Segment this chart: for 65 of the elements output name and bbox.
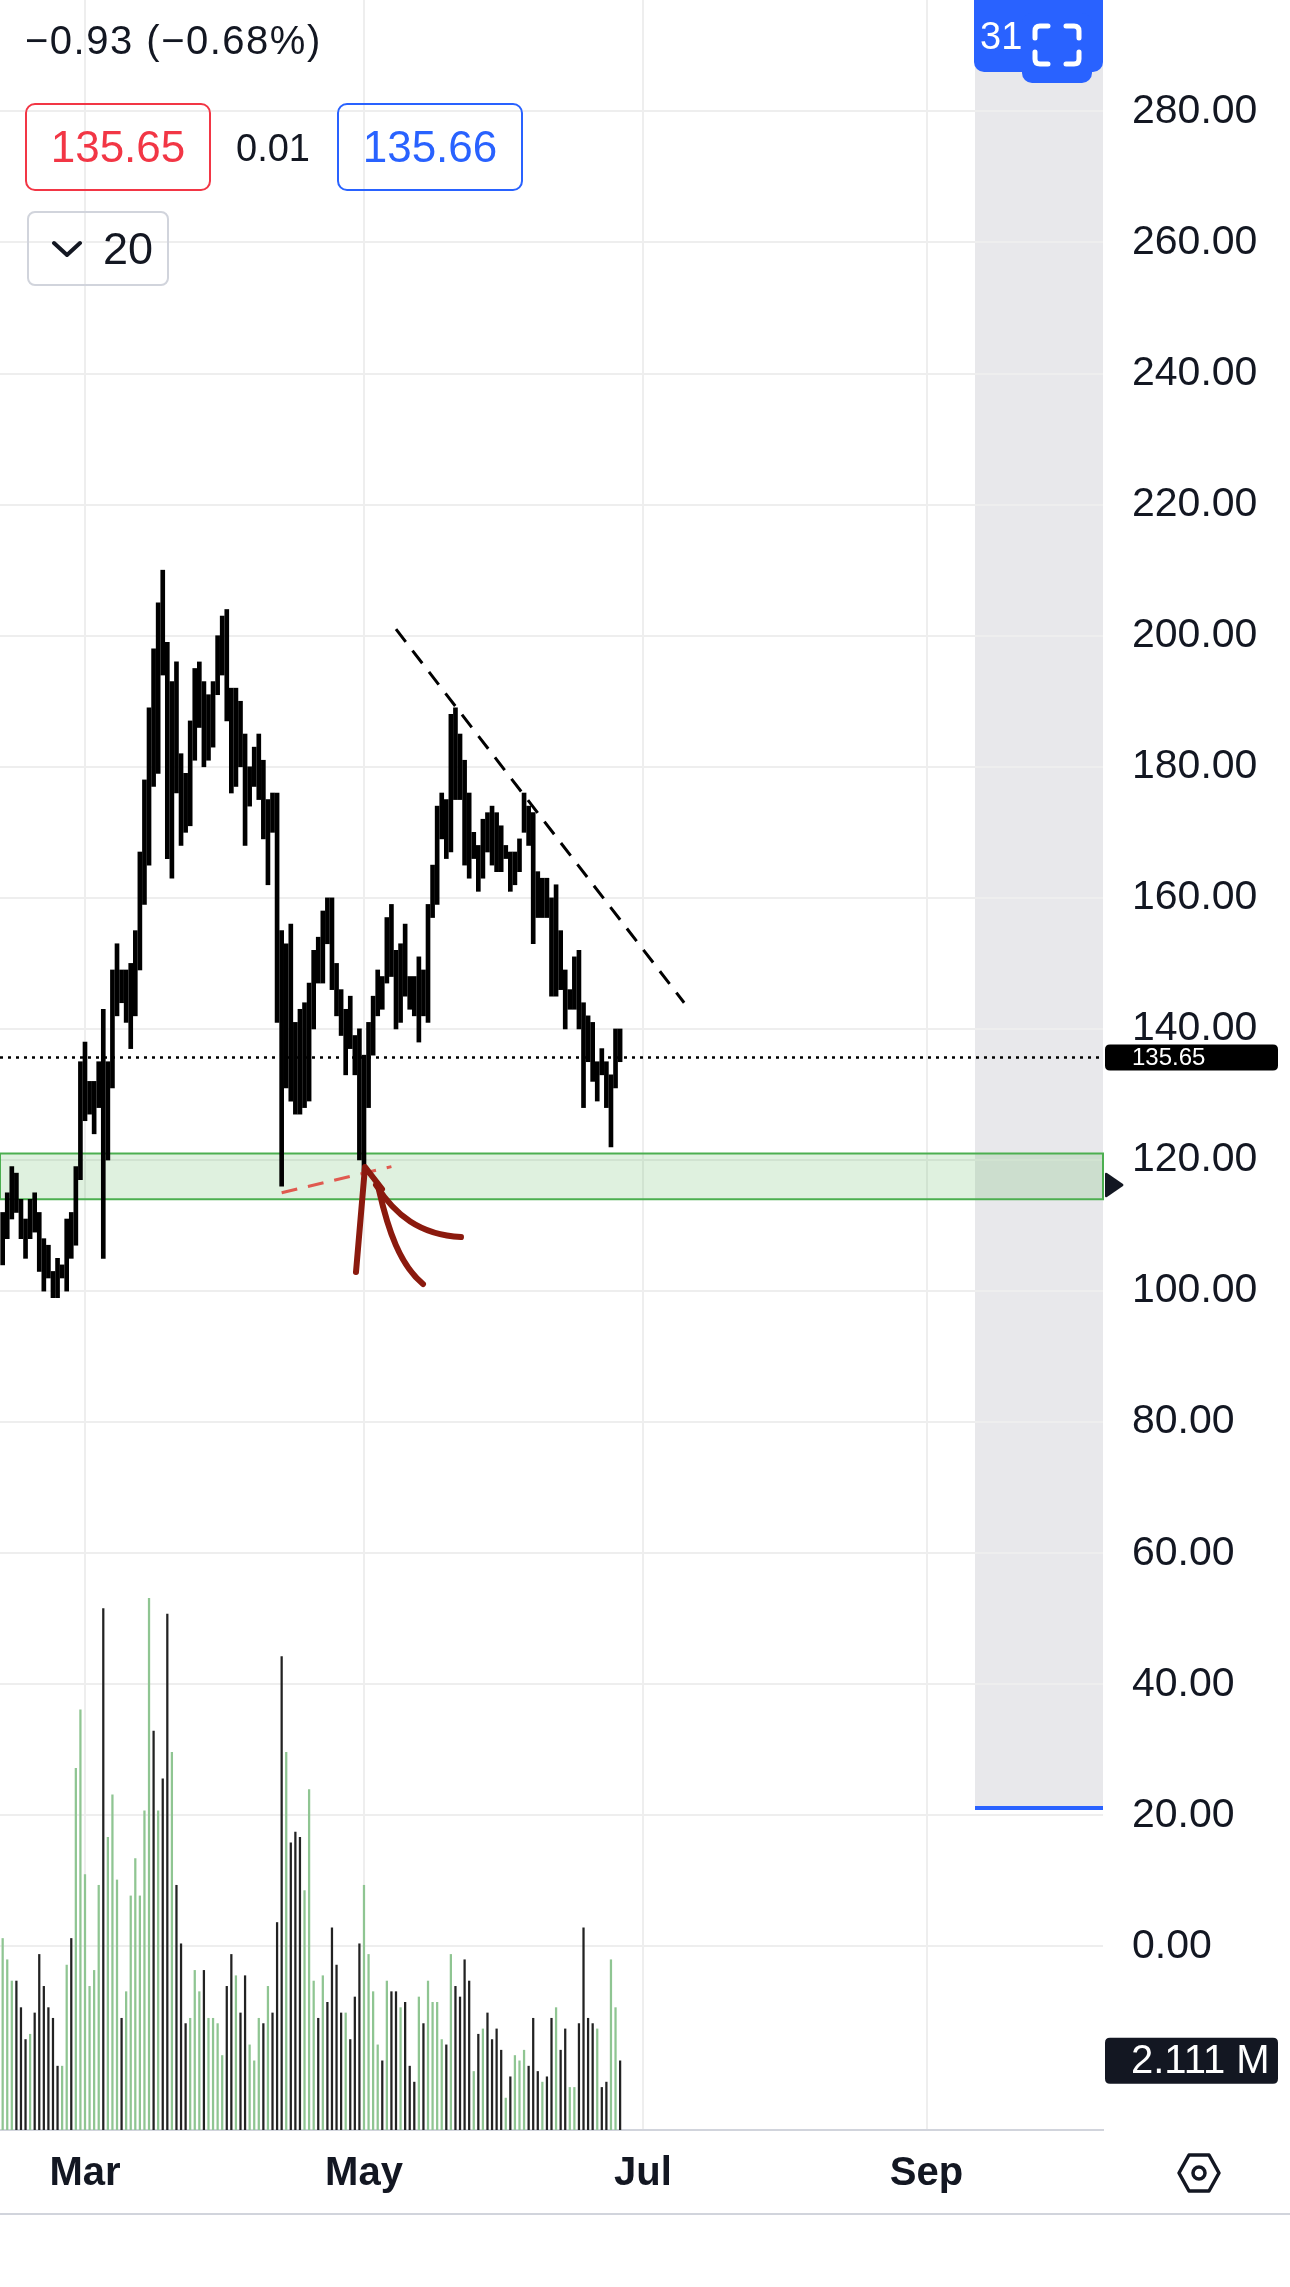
bar xyxy=(207,2017,210,2130)
annotation: 31 xyxy=(980,15,1023,57)
x-tick-label: May xyxy=(325,2149,404,2194)
bar xyxy=(184,2023,187,2130)
bar xyxy=(47,2007,50,2130)
bar xyxy=(216,2023,219,2130)
outlined-button: 135.65 xyxy=(25,103,211,191)
y-tick-label: 20.00 xyxy=(1132,1789,1235,1836)
bar xyxy=(431,2001,434,2130)
annotation: −0.93 (−0.68%) xyxy=(25,18,322,62)
y-tick-label: 200.00 xyxy=(1132,610,1258,657)
bar xyxy=(486,2012,489,2130)
y-tick-label: 80.00 xyxy=(1132,1396,1235,1443)
y-tick-label: 120.00 xyxy=(1132,1134,1258,1181)
bar xyxy=(422,2023,425,2130)
bar xyxy=(143,1810,146,2130)
bar xyxy=(271,2012,274,2130)
bar xyxy=(495,2028,498,2130)
bar xyxy=(239,2012,242,2130)
y-tick-label: 60.00 xyxy=(1132,1527,1235,1574)
bar xyxy=(605,2081,608,2130)
bar xyxy=(390,1991,393,2130)
bar xyxy=(294,1831,297,2130)
y-tick-label: 260.00 xyxy=(1132,216,1258,263)
bar xyxy=(88,1986,91,2130)
annotation: 20 xyxy=(103,223,154,274)
y-tick-label: 240.00 xyxy=(1132,347,1258,394)
y-tick-label: 220.00 xyxy=(1132,478,1258,525)
bar xyxy=(303,1890,306,2130)
x-tick-label: Jul xyxy=(614,2149,672,2194)
bar xyxy=(399,2007,402,2130)
y-tick-label: 40.00 xyxy=(1132,1658,1235,1705)
bar xyxy=(175,1884,178,2130)
ref-line-label: 135.65 xyxy=(1132,1043,1206,1071)
y-tick-label: 100.00 xyxy=(1132,1265,1258,1312)
annotation: 135.65 xyxy=(50,122,186,171)
bar xyxy=(326,2001,329,2130)
y-tick-label: 160.00 xyxy=(1132,872,1258,919)
annotation: 0.01 xyxy=(236,127,310,169)
bar xyxy=(550,2017,553,2130)
x-tick-label: Sep xyxy=(889,2149,964,2194)
bar xyxy=(79,1709,82,2130)
bar xyxy=(358,1943,361,2130)
text: 2.111 M xyxy=(1131,2036,1270,2081)
bar xyxy=(614,2007,617,2130)
bar xyxy=(111,1794,114,2130)
bar xyxy=(463,1959,466,2130)
bar xyxy=(120,2017,123,2130)
x-tick-label: Mar xyxy=(49,2149,121,2194)
bar xyxy=(582,1927,585,2130)
y-tick-label: 0.00 xyxy=(1132,1920,1212,1967)
bar xyxy=(454,1986,457,2130)
y-tick-label: 280.00 xyxy=(1132,85,1258,132)
y-tick-label: 180.00 xyxy=(1132,741,1258,788)
bar xyxy=(152,1730,155,2130)
bar xyxy=(55,1258,60,1298)
bar xyxy=(367,1954,370,2130)
bar xyxy=(24,2039,27,2130)
dropdown: 20 xyxy=(27,211,169,286)
bar xyxy=(56,2065,59,2130)
annotation: 135.66 xyxy=(362,122,498,171)
bar xyxy=(518,2060,521,2130)
bar xyxy=(335,1964,338,2130)
bar xyxy=(15,1980,18,2130)
outlined-button: 135.66 xyxy=(337,103,523,191)
